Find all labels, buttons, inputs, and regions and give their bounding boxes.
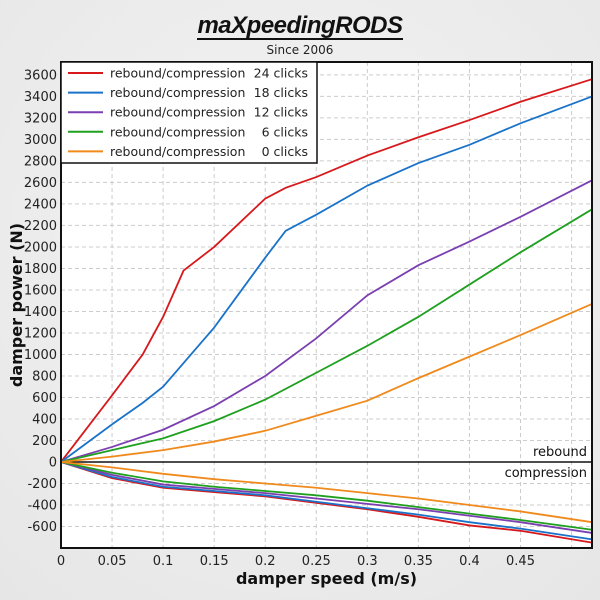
series-line-rebound-0-clicks (60, 303, 593, 463)
legend-label: rebound/compression (110, 66, 245, 81)
legend-label: rebound/compression (110, 144, 245, 159)
compression-label: compression (505, 466, 587, 481)
y-axis-title: damper power (N) (7, 223, 26, 387)
series-line-compression-0-clicks (60, 461, 593, 524)
legend-clicks: 0 clicks (262, 144, 308, 159)
x-axis-title: damper speed (m/s) (236, 569, 417, 588)
logo-tagline: Since 2006 (266, 43, 334, 57)
y-tick-label: 1600 (24, 283, 57, 298)
series-line-rebound-12-clicks (60, 179, 593, 463)
y-tick-label: 3200 (24, 111, 57, 126)
series-line-rebound-18-clicks (60, 95, 593, 463)
y-tick-label: 2400 (24, 197, 57, 212)
series-line-compression-6-clicks (60, 461, 593, 531)
x-tick-label: 0.25 (302, 554, 331, 569)
plot-frame (60, 61, 593, 549)
y-tick-label: 3400 (24, 90, 57, 105)
y-tick-label: 800 (32, 369, 57, 384)
y-tick-label: 1000 (24, 348, 57, 363)
x-tick-label: 0.45 (506, 554, 535, 569)
y-tick-label: 1200 (24, 326, 57, 341)
x-tick-label: 0.35 (404, 554, 433, 569)
series-line-rebound-6-clicks (60, 208, 593, 463)
x-tick-label: 0.1 (153, 554, 174, 569)
x-tick-label: 0 (57, 554, 65, 569)
logo-wordmark: maXpeedingRODS (197, 12, 403, 40)
y-tick-label: 2600 (24, 176, 57, 191)
y-tick-label: 3000 (24, 133, 57, 148)
x-tick-label: 0.15 (200, 554, 229, 569)
rebound-label: rebound (533, 445, 587, 460)
x-tick-label: 0.4 (459, 554, 480, 569)
x-tick-label: 0.05 (98, 554, 127, 569)
legend-clicks: 24 clicks (254, 66, 308, 81)
y-tick-label: 600 (32, 391, 57, 406)
legend-label: rebound/compression (110, 105, 245, 120)
brand-logo: maXpeedingRODS Since 2006 (0, 14, 600, 57)
series-line-compression-18-clicks (60, 461, 593, 541)
y-tick-label: 2000 (24, 240, 57, 255)
y-tick-label: 1400 (24, 305, 57, 320)
legend-label: rebound/compression (110, 85, 245, 100)
legend-box (60, 61, 318, 164)
y-tick-label: 200 (32, 434, 57, 449)
legend-clicks: 18 clicks (254, 85, 308, 100)
legend-clicks: 6 clicks (262, 124, 308, 139)
y-tick-label: 2800 (24, 154, 57, 169)
y-tick-label: -200 (27, 477, 57, 492)
y-tick-label: 2200 (24, 219, 57, 234)
series-line-rebound-24-clicks (60, 78, 593, 463)
y-tick-label: 400 (32, 412, 57, 427)
legend-clicks: 12 clicks (254, 105, 308, 120)
x-tick-label: 0.2 (255, 554, 276, 569)
x-tick-label: 0.3 (357, 554, 378, 569)
y-tick-label: -600 (27, 520, 57, 535)
series-line-compression-24-clicks (60, 461, 593, 544)
series-line-compression-12-clicks (60, 461, 593, 534)
y-tick-label: 3600 (24, 68, 57, 83)
legend-label: rebound/compression (110, 124, 245, 139)
y-tick-label: 1800 (24, 262, 57, 277)
y-tick-label: -400 (27, 498, 57, 513)
y-tick-label: 0 (49, 455, 57, 470)
